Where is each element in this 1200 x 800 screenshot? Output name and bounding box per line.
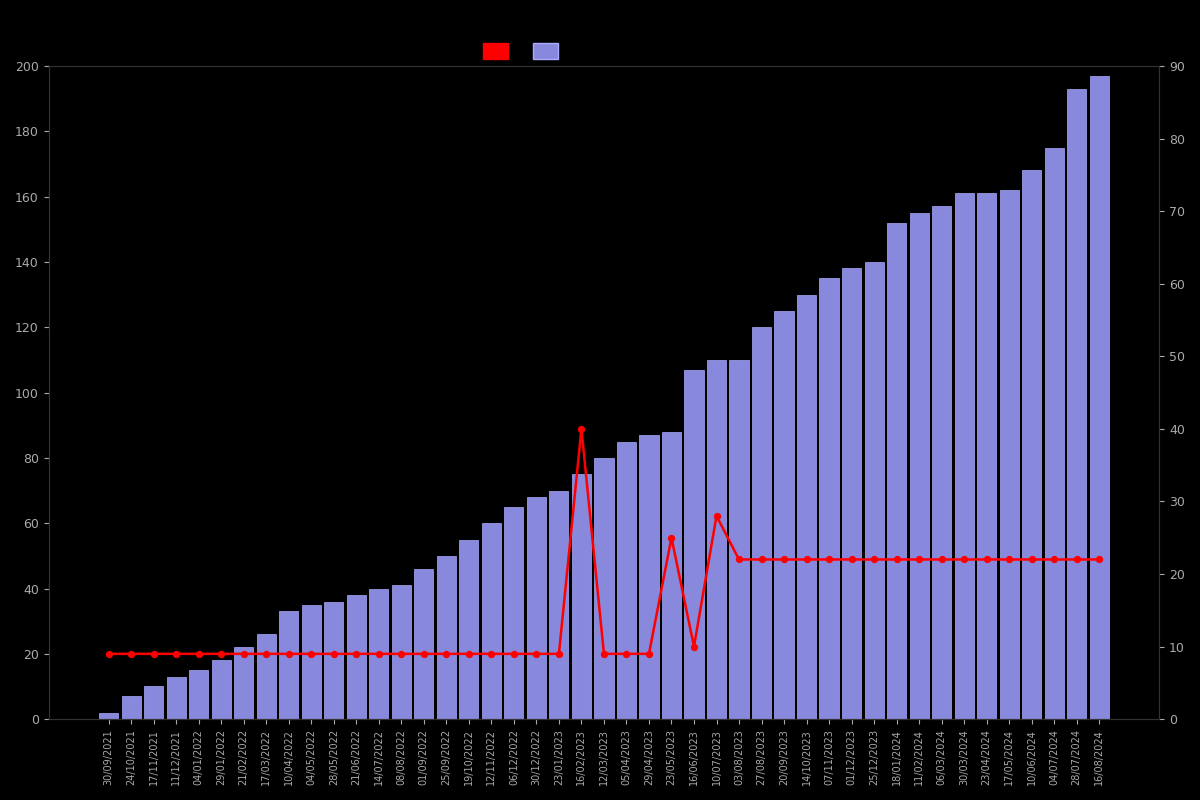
Bar [234, 647, 253, 719]
Point [324, 647, 343, 660]
Point [1022, 553, 1042, 566]
Bar [121, 696, 140, 719]
Bar [1022, 170, 1042, 719]
Point [707, 510, 726, 522]
Point [730, 553, 749, 566]
Point [617, 647, 636, 660]
Point [572, 422, 592, 435]
Point [910, 553, 929, 566]
Bar [594, 458, 613, 719]
Bar [301, 605, 320, 719]
Point [481, 647, 500, 660]
Bar [414, 569, 433, 719]
Point [437, 647, 456, 660]
Point [954, 553, 973, 566]
Bar [347, 595, 366, 719]
Point [144, 647, 163, 660]
Bar [864, 262, 883, 719]
Point [842, 553, 862, 566]
Point [774, 553, 793, 566]
Bar [932, 206, 952, 719]
Bar [842, 269, 862, 719]
Point [504, 647, 523, 660]
Bar [1067, 89, 1086, 719]
Bar [684, 370, 703, 719]
Point [370, 647, 389, 660]
Point [100, 647, 119, 660]
Point [234, 647, 253, 660]
Point [640, 647, 659, 660]
Point [301, 647, 320, 660]
Bar [190, 670, 209, 719]
Bar [391, 586, 410, 719]
Point [190, 647, 209, 660]
Point [1067, 553, 1086, 566]
Bar [977, 194, 996, 719]
Bar [820, 278, 839, 719]
Bar [280, 611, 299, 719]
Bar [504, 507, 523, 719]
Bar [257, 634, 276, 719]
Bar [617, 442, 636, 719]
Point [460, 647, 479, 660]
Point [684, 640, 703, 653]
Bar [910, 213, 929, 719]
Point [887, 553, 906, 566]
Point [932, 553, 952, 566]
Bar [774, 311, 793, 719]
Point [527, 647, 546, 660]
Point [752, 553, 772, 566]
Bar [144, 686, 163, 719]
Point [211, 647, 230, 660]
Point [121, 647, 140, 660]
Point [662, 531, 682, 544]
Point [864, 553, 883, 566]
Bar [954, 194, 973, 719]
Point [1090, 553, 1109, 566]
Point [167, 647, 186, 660]
Point [1044, 553, 1063, 566]
Point [797, 553, 816, 566]
Bar [100, 713, 119, 719]
Bar [662, 432, 682, 719]
Point [550, 647, 569, 660]
Point [594, 647, 613, 660]
Bar [370, 589, 389, 719]
Bar [550, 490, 569, 719]
Bar [797, 294, 816, 719]
Bar [527, 497, 546, 719]
Bar [752, 327, 772, 719]
Bar [887, 222, 906, 719]
Point [977, 553, 996, 566]
Point [1000, 553, 1019, 566]
Bar [437, 556, 456, 719]
Bar [707, 360, 726, 719]
Point [347, 647, 366, 660]
Point [391, 647, 410, 660]
Bar [640, 435, 659, 719]
Bar [1045, 147, 1063, 719]
Bar [730, 360, 749, 719]
Point [280, 647, 299, 660]
Point [414, 647, 433, 660]
Bar [167, 677, 186, 719]
Point [820, 553, 839, 566]
Bar [1090, 76, 1109, 719]
Bar [460, 539, 479, 719]
Bar [211, 660, 230, 719]
Bar [324, 602, 343, 719]
Bar [1000, 190, 1019, 719]
Point [257, 647, 276, 660]
Bar [482, 523, 500, 719]
Bar [572, 474, 590, 719]
Legend: , : , [478, 37, 575, 64]
